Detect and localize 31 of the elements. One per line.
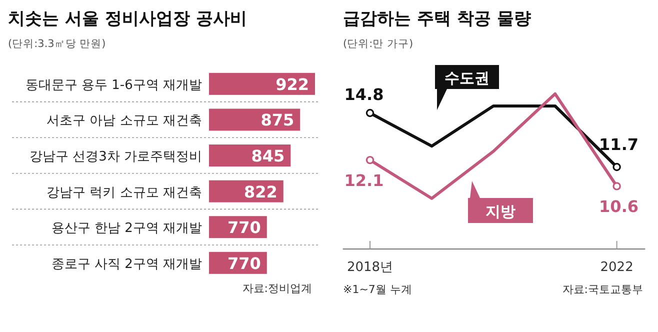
text: ※1~7월 누계 bbox=[343, 283, 412, 296]
y-tick-label: 종로구 사직 2구역 재개발 bbox=[51, 256, 202, 272]
x-tick-label: 2022 bbox=[600, 260, 634, 275]
data-label: 11.7 bbox=[599, 135, 639, 154]
point bbox=[612, 162, 621, 172]
data-label: 875 bbox=[260, 110, 294, 130]
data-label: 10.6 bbox=[599, 197, 639, 216]
data-label: 14.8 bbox=[344, 84, 384, 104]
y-tick-label: 동대문구 용두 1-6구역 재개발 bbox=[25, 78, 202, 93]
text: 자료:국토교통부 bbox=[562, 283, 643, 296]
y-tick-label: 서초구 아남 소규모 재건축 bbox=[46, 114, 202, 129]
point bbox=[366, 156, 374, 164]
data-label: 770 bbox=[228, 254, 261, 273]
series-label: 수도권 bbox=[444, 69, 490, 87]
y-tick-label: 용산구 한남 2구역 재개발 bbox=[51, 221, 202, 236]
point bbox=[612, 182, 621, 190]
legend-label: 지방 bbox=[486, 202, 516, 220]
chart-subtitle: (단위:만 가구) bbox=[343, 38, 414, 50]
data-label: 922 bbox=[276, 74, 309, 94]
data-label: 12.1 bbox=[344, 171, 384, 190]
annotation: 자료:정비업계 bbox=[242, 282, 312, 295]
chart-title: 치솟는 서울 정비사업장 공사비 bbox=[8, 9, 247, 29]
y-tick-label: 강남구 선경3차 가로주택정비 bbox=[29, 150, 202, 164]
point bbox=[366, 108, 374, 118]
y-tick-label: 강남구 럭키 소규모 재건축 bbox=[46, 185, 202, 200]
data-label: 822 bbox=[244, 182, 278, 202]
data-label: 770 bbox=[228, 218, 261, 238]
text: (단위:3.3㎡당 만원) bbox=[8, 38, 106, 50]
chart-title: 급감하는 주택 착공 물량 bbox=[343, 9, 531, 29]
data-label: 845 bbox=[251, 146, 285, 166]
x-tick-label: 2018년 bbox=[346, 260, 394, 275]
